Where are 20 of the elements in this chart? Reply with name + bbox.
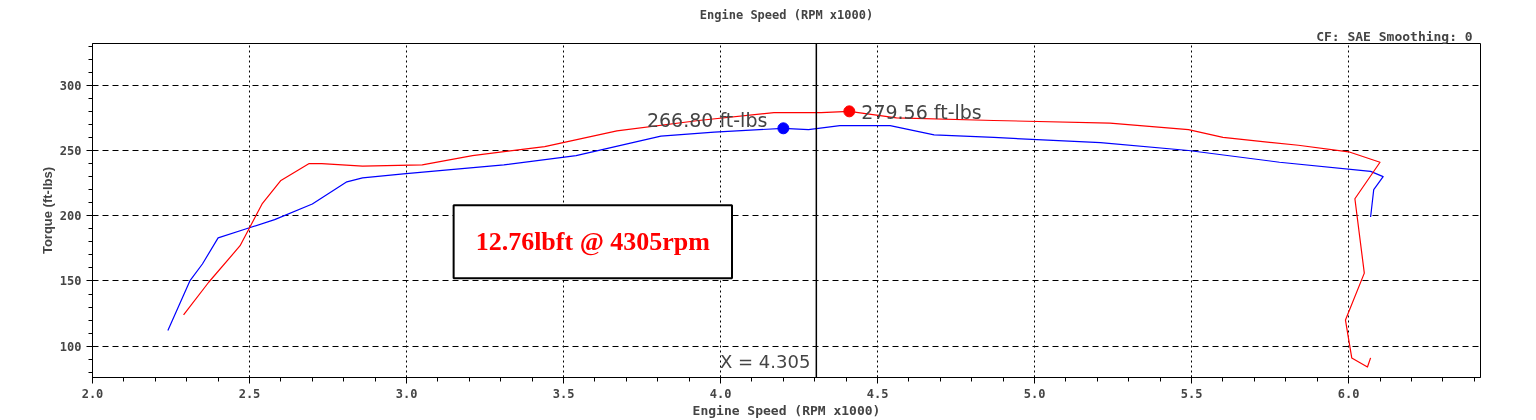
x-tick-label: 6.0 — [1337, 386, 1360, 401]
y-tick-label: 250 — [59, 143, 82, 158]
y-tick-label: 300 — [59, 78, 82, 93]
x-tick-label: 4.0 — [709, 386, 732, 401]
annotation: 12.76lbft @ 4305rpm — [475, 227, 711, 257]
y-tick-label: 200 — [59, 209, 82, 224]
x-axis-title: Engine Speed (RPM x1000) — [692, 402, 881, 418]
text: CF: SAE Smoothing: 0 — [1316, 28, 1473, 44]
x-tick-label: 5.5 — [1180, 386, 1203, 401]
x-tick-label: 2.0 — [81, 386, 104, 401]
y-tick-label: 100 — [59, 339, 82, 354]
x-tick-label: 2.5 — [238, 386, 261, 401]
x-tick-label: 3.0 — [395, 386, 418, 401]
x-tick-label: 4.5 — [866, 386, 889, 401]
chart-title: Engine Speed (RPM x1000) — [699, 7, 874, 22]
y-tick-label: 150 — [59, 274, 82, 289]
ref-line-label: X = 4.305 — [719, 350, 811, 372]
x-tick-label: 3.5 — [552, 386, 575, 401]
x-tick-label: 5.0 — [1023, 386, 1046, 401]
y-axis-title: Torque (ft-lbs) — [39, 166, 55, 255]
